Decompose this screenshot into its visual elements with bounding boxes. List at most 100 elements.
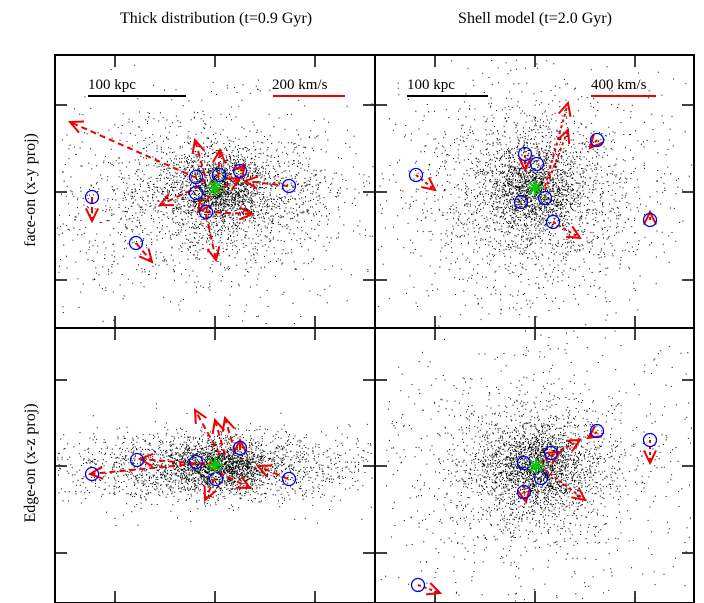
axis-ticks — [55, 55, 694, 603]
arrow-shaft — [194, 139, 206, 177]
arrow-head — [221, 415, 236, 432]
satellite-circle — [128, 235, 144, 251]
satellite-circle — [589, 132, 605, 148]
arrow-shaft — [239, 164, 246, 172]
satellite-circle — [281, 178, 297, 194]
velocity-arrow — [233, 437, 247, 454]
velocity-arrow — [231, 163, 247, 179]
arrow-head — [191, 137, 205, 154]
velocity-arrow — [212, 147, 227, 179]
satellite-circle — [232, 163, 248, 179]
satellite-circle — [589, 423, 605, 439]
arrow-head — [137, 453, 154, 467]
satellite-circle — [513, 194, 529, 210]
arrow-head — [425, 582, 443, 596]
arrow-shaft — [417, 584, 441, 594]
velocity-arrow — [193, 407, 221, 456]
satellite-markers — [84, 132, 658, 593]
velocity-arrow — [242, 175, 289, 190]
satellite-circle — [281, 471, 297, 487]
center-stroke — [208, 458, 222, 472]
host-center-marker — [207, 457, 223, 473]
velocity-arrow — [85, 197, 99, 224]
host-center-marker — [527, 180, 543, 196]
arrow-head — [545, 450, 563, 465]
arrow-head — [85, 207, 99, 224]
arrow-shaft — [214, 177, 241, 193]
velocity-scale-label: 200 km/s — [272, 77, 328, 93]
host-centers — [207, 180, 544, 474]
arrow-head — [233, 437, 247, 454]
arrow-shaft — [197, 195, 211, 213]
satellite-circle — [129, 452, 145, 468]
velocity-arrow — [518, 155, 532, 173]
satellite-circle — [516, 455, 532, 471]
arrow-head — [517, 488, 531, 505]
row-label-face-on: face-on (x-y proj) — [22, 133, 39, 247]
satellite-circle — [84, 189, 100, 205]
velocity-scale-label: 400 km/s — [591, 77, 647, 93]
arrow-head — [421, 176, 437, 192]
velocity-arrow — [157, 185, 201, 207]
arrow-shaft — [587, 431, 598, 439]
arrow-head — [138, 248, 154, 264]
center-stroke — [529, 459, 543, 473]
satellite-circle — [232, 440, 248, 456]
arrow-head — [231, 163, 247, 179]
satellite-circle — [543, 445, 559, 461]
arrow-head — [558, 100, 572, 117]
satellite-circle — [537, 190, 553, 206]
velocity-arrow — [552, 221, 582, 240]
row-label-edge-on: Edge-on (x-z proj) — [22, 403, 39, 522]
arrow-shaft — [194, 409, 221, 456]
velocity-arrow — [196, 195, 211, 214]
arrow-head — [193, 407, 208, 425]
satellite-circle — [84, 466, 100, 482]
arrow-shaft — [552, 221, 581, 239]
arrow-head — [203, 485, 217, 503]
velocity-arrow — [67, 120, 216, 187]
arrow-shaft — [159, 185, 201, 206]
arrow-head — [211, 417, 226, 434]
arrow-head — [238, 206, 255, 221]
satellite-circle — [408, 167, 424, 183]
arrow-shaft — [544, 129, 569, 191]
arrow-head — [565, 225, 582, 240]
column-title-shell: Shell model (t=2.0 Gyr) — [458, 10, 612, 27]
arrow-head — [87, 465, 104, 480]
center-stroke — [208, 181, 222, 195]
velocity-arrow — [643, 440, 657, 466]
satellite-circle — [517, 146, 533, 162]
satellite-circle — [545, 214, 561, 230]
column-title-thick: Thick distribution (t=0.9 Gyr) — [120, 10, 312, 27]
satellite-circle — [410, 577, 426, 593]
velocity-arrow — [544, 127, 571, 191]
satellite-circle — [642, 432, 658, 448]
arrow-head — [157, 193, 175, 207]
arrow-shaft — [214, 419, 226, 456]
velocity-arrow — [588, 134, 604, 150]
length-scale-label: 100 kpc — [407, 77, 455, 93]
arrow-head — [255, 464, 273, 478]
satellite-circle — [529, 156, 545, 172]
arrow-shaft — [204, 211, 253, 215]
length-scale-label: 100 kpc — [88, 77, 136, 93]
arrow-shaft — [544, 102, 569, 187]
arrow-head — [571, 487, 587, 502]
arrow-shaft — [204, 477, 216, 501]
velocity-arrow — [209, 467, 253, 490]
velocity-arrow — [203, 477, 217, 503]
satellite-circle — [188, 454, 204, 470]
arrow-head — [643, 209, 657, 226]
velocity-arrow — [517, 484, 531, 505]
arrow-head — [586, 425, 603, 440]
arrow-head — [67, 120, 85, 134]
velocity-arrow — [191, 137, 206, 177]
arrow-head — [242, 175, 259, 190]
arrow-head — [588, 134, 604, 150]
host-center-marker — [207, 180, 223, 196]
satellite-circle — [211, 167, 227, 183]
arrow-head — [206, 246, 221, 263]
arrow-head — [212, 147, 227, 164]
center-stroke — [528, 181, 542, 195]
